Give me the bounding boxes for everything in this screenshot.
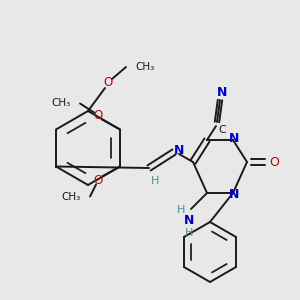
Text: N: N <box>174 143 184 157</box>
Text: O: O <box>103 76 112 89</box>
Text: H: H <box>177 205 185 215</box>
Text: CH₃: CH₃ <box>135 62 154 72</box>
Text: N: N <box>217 86 227 100</box>
Text: O: O <box>93 174 103 187</box>
Text: N: N <box>229 131 239 145</box>
Text: CH₃: CH₃ <box>52 98 71 109</box>
Text: N: N <box>229 188 239 202</box>
Text: H: H <box>185 228 193 238</box>
Text: N: N <box>184 214 194 227</box>
Text: O: O <box>93 109 103 122</box>
Text: C: C <box>218 125 226 135</box>
Text: O: O <box>269 155 279 169</box>
Text: H: H <box>151 176 159 186</box>
Text: CH₃: CH₃ <box>62 191 81 202</box>
